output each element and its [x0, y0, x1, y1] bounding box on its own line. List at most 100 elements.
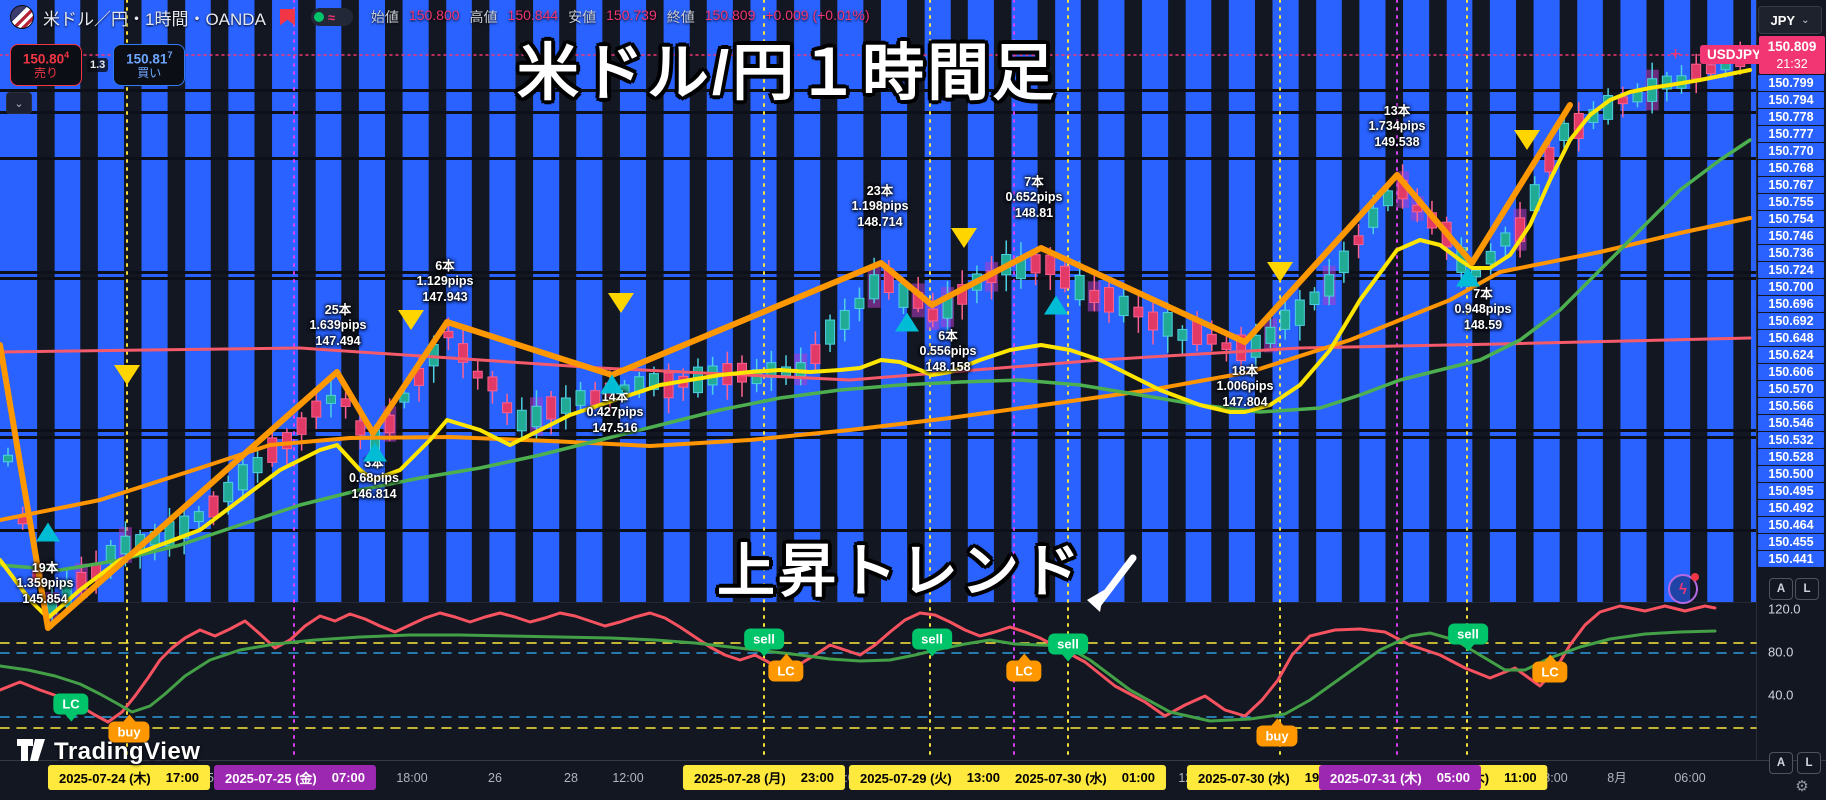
- time-axis-label[interactable]: 8月: [1607, 771, 1627, 785]
- time-axis-session-badge[interactable]: 2025-07-25 (金) 07:00: [213, 765, 377, 790]
- price-scale-tick: 150.777: [1758, 126, 1824, 142]
- price-scale-tick: 150.528: [1758, 449, 1824, 465]
- signal-chip-sell: sell: [912, 628, 952, 650]
- grid-hline: [0, 429, 1756, 432]
- last-bar-cross-icon: +: [1670, 44, 1682, 65]
- tradingview-logo-icon: [17, 739, 45, 761]
- price-scale-tick: 150.696: [1758, 296, 1824, 312]
- price-scale-tick: 150.606: [1758, 364, 1824, 380]
- signal-chip-sell: sell: [1448, 623, 1488, 645]
- tradingview-watermark: TradingView: [16, 738, 200, 766]
- price-scale-tick: 150.692: [1758, 313, 1824, 329]
- ohlc-value: 150.844: [507, 7, 559, 23]
- grid-hline: [0, 436, 1756, 439]
- gear-icon[interactable]: ⚙: [1795, 778, 1809, 795]
- price-scale-tick: 150.566: [1758, 398, 1824, 414]
- trade-panel: 150.804 売り 1.3 150.817 買い: [10, 44, 186, 86]
- ohlc-label: 高値: [469, 9, 498, 25]
- signal-down-triangle-icon: [608, 293, 634, 313]
- signal-chip-lc: LC: [1006, 660, 1042, 682]
- signal-up-triangle-icon: [363, 442, 387, 462]
- signal-down-triangle-icon: [114, 365, 140, 385]
- signal-chip-buy: buy: [1256, 725, 1298, 747]
- price-scale-tick: 150.778: [1758, 109, 1824, 125]
- status-dot-icon: [313, 12, 324, 22]
- time-axis-session-badge[interactable]: 2025-07-30 (水) 01:00: [1003, 765, 1167, 790]
- signal-down-triangle-icon: [951, 228, 977, 248]
- zigzag-swing-label: 14本 0.427pips 147.516: [586, 389, 644, 435]
- price-scale-tick: 150.495: [1758, 483, 1824, 499]
- price-scale-tick: 150.648: [1758, 330, 1824, 346]
- ohlc-value: 150.739: [606, 7, 657, 23]
- time-axis-label[interactable]: 06:00: [1674, 771, 1706, 785]
- oscillator-scale-tick: 120.0: [1768, 601, 1801, 617]
- grid-hline: [0, 277, 1756, 280]
- zigzag-swing-label: 23本 1.198pips 148.714: [851, 183, 909, 229]
- symbol-flag-icon: [10, 5, 34, 29]
- oscillator-scale-tick: 40.0: [1768, 687, 1794, 703]
- ohlc-label: 始値: [370, 9, 399, 25]
- signal-up-triangle-icon: [1456, 267, 1480, 287]
- time-axis-label[interactable]: 18:00: [396, 771, 428, 785]
- signal-down-triangle-icon: [398, 310, 424, 330]
- symbol-header: 米ドル／円・1時間・OANDA ≈ 始値 150.800 高値 150.844 安値 15…: [0, 0, 1756, 34]
- price-scale-tick: 150.532: [1758, 432, 1824, 448]
- time-axis-session-badge[interactable]: 2025-07-24 (木) 17:00: [47, 765, 211, 790]
- pane-button-l[interactable]: L: [1795, 578, 1819, 600]
- signal-up-triangle-icon: [600, 374, 624, 394]
- currency-dropdown[interactable]: JPY ⌄: [1758, 6, 1822, 34]
- chevron-down-icon: ⌄: [1801, 14, 1810, 26]
- instant-trading-icon[interactable]: ϟ: [1668, 573, 1699, 604]
- signal-up-triangle-icon: [36, 522, 60, 542]
- time-axis-session-badge[interactable]: 2025-07-29 (火) 13:00: [848, 765, 1012, 790]
- oscillator-scale-tick: 80.0: [1768, 644, 1794, 660]
- chevron-down-icon[interactable]: ⌄: [6, 92, 32, 114]
- zigzag-swing-label: 7本 0.948pips 148.59: [1454, 286, 1512, 332]
- price-scale-tick: 150.794: [1758, 92, 1824, 108]
- change-value: +0.009 (+0.01%): [765, 7, 870, 23]
- sell-button[interactable]: 150.804 売り: [10, 44, 82, 86]
- zigzag-swing-label: 18本 1.006pips 147.804: [1216, 363, 1274, 409]
- time-axis-label[interactable]: 26: [488, 771, 502, 785]
- price-scale-tick: 150.755: [1758, 194, 1824, 210]
- signal-chip-lc: LC: [768, 660, 804, 682]
- time-axis-label[interactable]: 28: [564, 771, 578, 785]
- price-scale-tick: 150.767: [1758, 177, 1824, 193]
- price-scale-tick: 150.570: [1758, 381, 1824, 397]
- oscillator-pane[interactable]: [0, 602, 1756, 761]
- ohlc-row: 始値 150.800 高値 150.844 安値 150.739 終値 150.809 +0.0…: [371, 7, 870, 27]
- time-axis-session-badge[interactable]: 2025-07-31 (木) 05:00: [1318, 765, 1482, 790]
- price-scale-tick: 150.736: [1758, 245, 1824, 261]
- zigzag-swing-label: 13本 1.734pips 149.538: [1368, 103, 1426, 149]
- pane-button-l[interactable]: L: [1797, 752, 1821, 774]
- pane-button-a[interactable]: A: [1769, 752, 1793, 774]
- wave-icon: ≈: [327, 9, 336, 25]
- price-scale-tick: 150.746: [1758, 228, 1824, 244]
- signal-chip-lc: LC: [53, 693, 89, 715]
- publish-toggle[interactable]: ≈: [310, 8, 353, 26]
- ohlc-label: 終値: [666, 9, 695, 25]
- price-scale-tick: 150.464: [1758, 517, 1824, 533]
- price-scale-tick: 150.441: [1758, 551, 1824, 567]
- price-scale-tick: 150.624: [1758, 347, 1824, 363]
- pane-button-a[interactable]: A: [1769, 578, 1793, 600]
- trend-annotation-overlay: 上昇トレンド: [716, 539, 1084, 604]
- signal-down-triangle-icon: [1267, 262, 1293, 282]
- signal-chip-sell: sell: [1048, 633, 1088, 655]
- signal-up-triangle-icon: [895, 312, 919, 332]
- symbol-price-label: USDJPY: [1700, 45, 1769, 64]
- grid-hline: [0, 157, 1756, 160]
- zigzag-swing-label: 6本 1.129pips 147.943: [416, 258, 474, 304]
- spread-value: 1.3: [87, 58, 109, 72]
- zigzag-swing-label: 6本 0.556pips 148.158: [919, 328, 977, 374]
- time-axis-label[interactable]: 12:00: [612, 771, 644, 785]
- price-scale-tick: 150.500: [1758, 466, 1824, 482]
- time-axis-session-badge[interactable]: 2025-07-28 (月) 23:00: [682, 765, 846, 790]
- zigzag-swing-label: 19本 1.359pips 145.854: [16, 560, 74, 606]
- price-scale-tick: 150.754: [1758, 211, 1824, 227]
- buy-button[interactable]: 150.817 買い: [113, 44, 186, 86]
- ohlc-label: 安値: [568, 9, 597, 25]
- bookmark-icon[interactable]: [279, 8, 295, 26]
- symbol-title[interactable]: 米ドル／円・1時間・OANDA: [43, 9, 266, 29]
- zigzag-swing-label: 3本 0.68pips 146.814: [348, 455, 400, 501]
